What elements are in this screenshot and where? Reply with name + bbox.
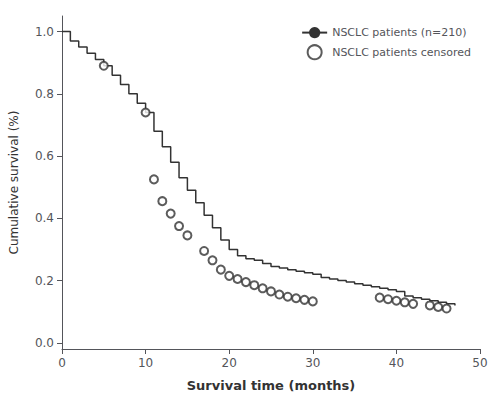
svg-text:20: 20 xyxy=(222,356,237,370)
svg-text:NSCLC patients (n=210): NSCLC patients (n=210) xyxy=(332,26,466,39)
svg-text:0.6: 0.6 xyxy=(35,149,54,163)
svg-text:0.8: 0.8 xyxy=(35,87,54,101)
svg-text:Survival time (months): Survival time (months) xyxy=(187,378,356,393)
svg-text:0.4: 0.4 xyxy=(35,211,54,225)
svg-text:0.0: 0.0 xyxy=(35,336,54,350)
svg-text:30: 30 xyxy=(305,356,320,370)
svg-text:1.0: 1.0 xyxy=(35,25,54,39)
svg-text:Cumulative survival (%): Cumulative survival (%) xyxy=(7,111,21,255)
svg-text:0: 0 xyxy=(58,356,66,370)
svg-text:50: 50 xyxy=(472,356,487,370)
svg-text:NSCLC patients censored: NSCLC patients censored xyxy=(332,46,471,59)
svg-text:10: 10 xyxy=(138,356,153,370)
svg-text:40: 40 xyxy=(389,356,404,370)
svg-text:0.2: 0.2 xyxy=(35,274,54,288)
